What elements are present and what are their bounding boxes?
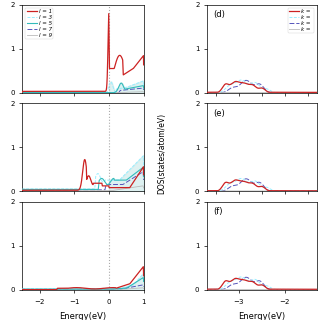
X-axis label: Energy(eV): Energy(eV): [60, 312, 107, 320]
Text: (e): (e): [214, 108, 226, 117]
X-axis label: Energy(eV): Energy(eV): [238, 312, 285, 320]
Legend: l = 1, l = 3, l = 5, l = 7, l = 9: l = 1, l = 3, l = 5, l = 7, l = 9: [25, 8, 53, 39]
Text: DOS(states/atom/eV): DOS(states/atom/eV): [157, 113, 166, 194]
Legend: k = , k = , k = , k = : k = , k = , k = , k =: [288, 8, 314, 33]
Text: (f): (f): [214, 207, 223, 216]
Text: (d): (d): [214, 10, 226, 19]
